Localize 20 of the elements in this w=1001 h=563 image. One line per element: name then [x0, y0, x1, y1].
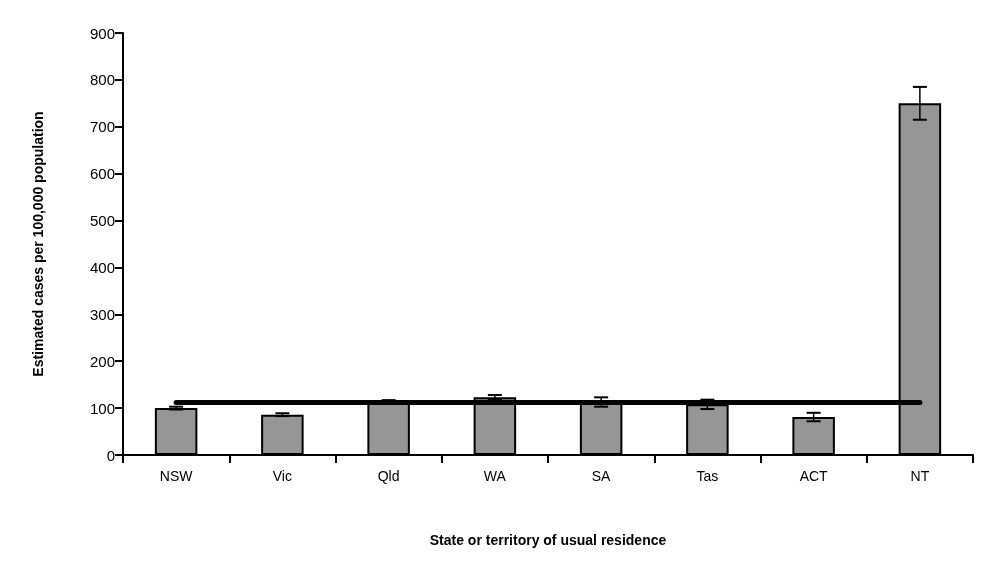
x-tick-label: Vic — [272, 468, 292, 484]
y-tick-label: 500 — [89, 212, 115, 230]
y-tick-label: 0 — [106, 446, 115, 464]
x-tick-label: NT — [910, 468, 930, 484]
y-tick-label: 200 — [89, 352, 115, 370]
y-tick-label: 400 — [89, 258, 115, 276]
x-tick-label: Tas — [696, 468, 719, 484]
y-axis-title: Estimated cases per 100,000 population — [30, 111, 46, 377]
y-tick-label: 300 — [89, 305, 115, 323]
x-axis-title: State or territory of usual residence — [429, 532, 667, 548]
x-tick-label: Qld — [377, 468, 400, 484]
x-tick-label: SA — [591, 468, 612, 484]
y-tick-label: 700 — [89, 118, 115, 136]
x-tick-label: ACT — [799, 468, 829, 484]
y-tick-label: 100 — [89, 399, 115, 417]
x-tick-label: NSW — [159, 468, 194, 484]
y-tick-label: 800 — [89, 71, 115, 89]
y-tick-label: 600 — [89, 165, 115, 183]
x-tick-label: WA — [483, 468, 507, 484]
y-tick-label: 900 — [89, 24, 115, 42]
